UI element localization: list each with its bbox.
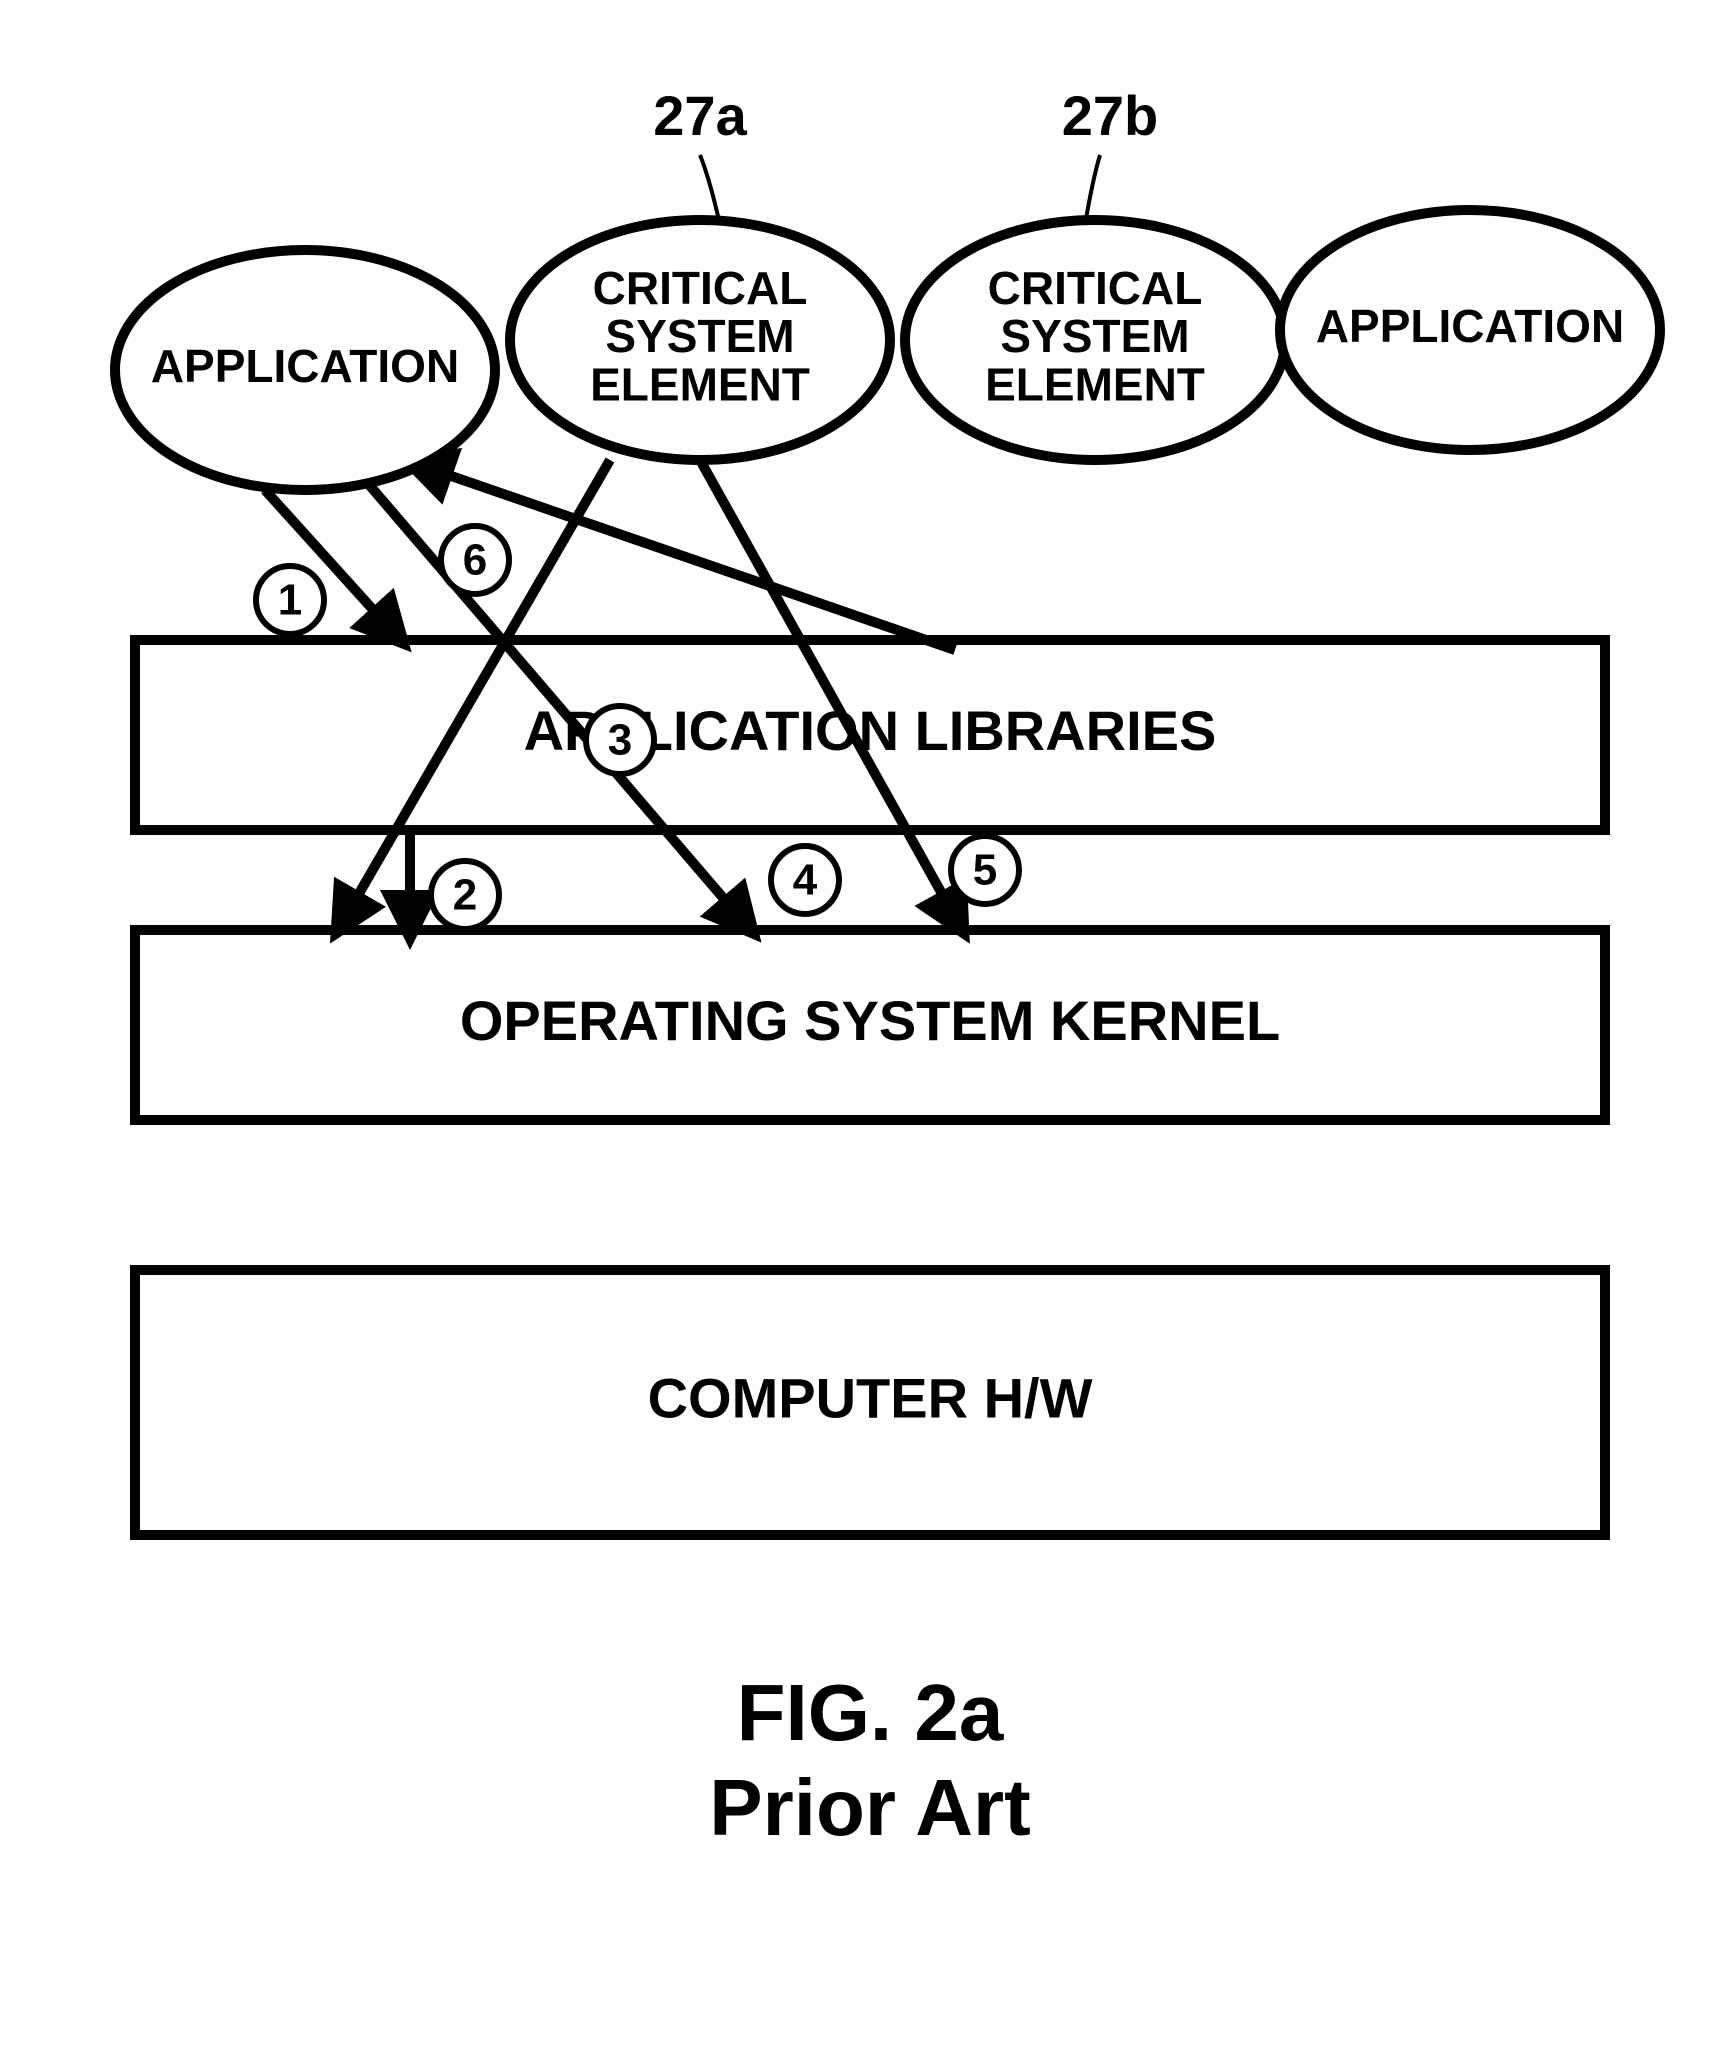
- step-number-1: 1: [278, 576, 302, 625]
- node-app2-label-0: APPLICATION: [1316, 300, 1624, 352]
- figure-caption-line1: FIG. 2a: [737, 1668, 1004, 1757]
- node-app1-label-0: APPLICATION: [151, 340, 459, 392]
- node-cse_b-label-0: CRITICAL: [988, 262, 1203, 314]
- ref-label-27b: 27b: [1062, 84, 1159, 147]
- hw-label: COMPUTER H/W: [648, 1366, 1093, 1429]
- kernel-label: OPERATING SYSTEM KERNEL: [460, 989, 1280, 1052]
- step-number-4: 4: [793, 856, 818, 905]
- node-cse_a-label-1: SYSTEM: [605, 310, 794, 362]
- node-cse_a-label-0: CRITICAL: [593, 262, 808, 314]
- step-number-2: 2: [453, 871, 477, 920]
- node-cse_b-label-2: ELEMENT: [985, 358, 1205, 410]
- ref-leader-27a: [700, 155, 720, 225]
- node-cse_a-label-2: ELEMENT: [590, 358, 810, 410]
- step-number-6: 6: [463, 536, 487, 585]
- ref-label-27a: 27a: [653, 84, 747, 147]
- figure-caption-line2: Prior Art: [709, 1763, 1031, 1852]
- node-cse_b-label-1: SYSTEM: [1000, 310, 1189, 362]
- step-number-5: 5: [973, 846, 997, 895]
- ref-leader-27b: [1085, 155, 1100, 225]
- step-number-3: 3: [608, 716, 632, 765]
